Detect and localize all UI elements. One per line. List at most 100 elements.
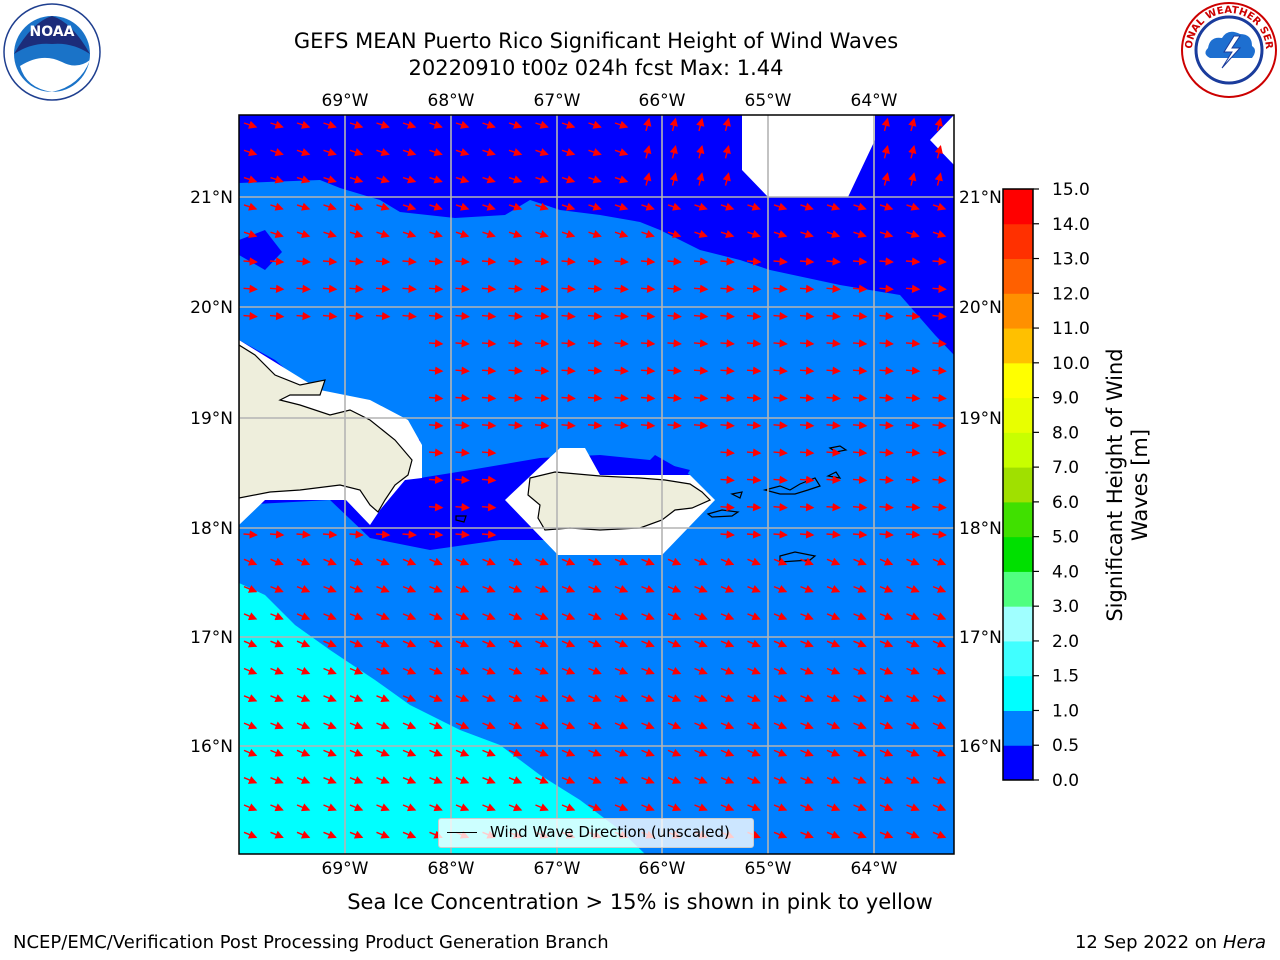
wave-arrow — [482, 748, 496, 757]
wave-arrow — [879, 339, 894, 348]
wave-arrow — [402, 612, 417, 621]
wave-arrow — [481, 530, 497, 539]
wave-arrow — [323, 830, 337, 839]
island-small-2 — [730, 491, 743, 499]
wave-arrow — [932, 202, 947, 211]
wave-arrow — [669, 144, 678, 159]
wave-arrow — [270, 830, 284, 839]
colorbar-segment — [1003, 293, 1033, 329]
wave-arrow — [508, 230, 523, 238]
wave-arrow — [773, 311, 788, 321]
wave-arrow — [429, 612, 443, 621]
wave-arrow — [455, 776, 470, 784]
wave-arrow — [349, 530, 364, 539]
wave-arrow — [481, 257, 497, 266]
wave-arrow — [455, 803, 470, 812]
wave-arrow — [535, 612, 549, 621]
wave-arrow — [773, 257, 788, 266]
wave-arrow — [402, 120, 417, 129]
wave-arrow — [349, 284, 364, 293]
wave-arrow — [826, 585, 841, 593]
wave-arrow — [455, 666, 470, 675]
wave-arrow — [296, 612, 311, 621]
wave-arrow — [455, 475, 470, 485]
wave-arrow — [375, 311, 391, 321]
wave-arrow — [508, 175, 523, 184]
legend-label: Wind Wave Direction (unscaled) — [490, 823, 730, 841]
wave-arrow — [932, 366, 947, 375]
wave-arrow — [773, 502, 788, 512]
wave-arrow — [455, 339, 470, 348]
wave-arrow — [375, 530, 391, 539]
wave-arrow — [934, 172, 943, 186]
wave-arrow — [667, 421, 682, 430]
wave-arrow — [853, 830, 867, 839]
wave-arrow — [508, 311, 523, 321]
lon-label: 64°W — [851, 91, 898, 111]
wave-arrow — [694, 803, 708, 812]
wave-arrow — [853, 585, 867, 593]
wave-arrow — [322, 530, 338, 539]
wave-arrow — [508, 393, 523, 403]
wave-arrow — [694, 557, 708, 566]
wave-arrow — [879, 748, 894, 757]
wave-arrow — [879, 284, 894, 293]
wave-arrow — [296, 284, 311, 293]
wave-arrow — [826, 339, 841, 348]
wave-arrow — [428, 502, 444, 512]
wave-arrow — [722, 117, 731, 132]
colorbar-segment — [1003, 710, 1033, 746]
wave-arrow — [243, 148, 258, 157]
wave-arrow — [508, 284, 523, 293]
wave-arrow — [906, 202, 920, 211]
wave-arrow — [402, 230, 417, 238]
colorbar-tick-label: 9.0 — [1052, 389, 1079, 409]
wave-arrow — [561, 585, 576, 593]
wave-arrow — [428, 339, 444, 348]
wave-arrow — [667, 776, 682, 784]
wave-arrow — [375, 257, 391, 266]
wave-arrow — [667, 311, 682, 321]
colorbar-tick-label: 2.0 — [1052, 632, 1079, 652]
wave-arrow — [694, 230, 708, 238]
wave-arrow — [906, 803, 920, 812]
wave-arrow — [879, 202, 894, 211]
wave-arrow — [587, 393, 603, 403]
wave-arrow — [588, 612, 602, 621]
wave-arrow — [932, 502, 947, 512]
wave-arrow — [296, 666, 311, 675]
wave-arrow — [614, 666, 629, 675]
wave-arrow — [853, 230, 867, 238]
wave-arrow — [323, 639, 337, 648]
wave-arrow — [296, 721, 311, 730]
wave-arrow — [694, 666, 708, 675]
wave-arrow — [243, 776, 258, 784]
wave-arrow — [746, 448, 762, 457]
wave-arrow — [879, 393, 894, 403]
wave-arrow — [826, 748, 841, 757]
wave-arrow — [296, 585, 311, 593]
wave-arrow — [640, 311, 656, 321]
wave-arrow — [429, 721, 443, 730]
wave-arrow — [641, 694, 655, 702]
wave-arrow — [667, 694, 682, 702]
wave-arrow — [270, 748, 284, 757]
wave-arrow — [402, 311, 417, 321]
wave-arrow — [323, 557, 337, 566]
lat-label: 19°N — [959, 409, 1002, 429]
wave-arrow — [773, 776, 788, 784]
wave-arrow — [296, 148, 311, 157]
wave-arrow — [455, 421, 470, 430]
colorbar-segment — [1003, 258, 1033, 294]
wave-arrow — [746, 393, 762, 403]
wave-arrow — [535, 557, 549, 566]
wave-arrow — [694, 721, 708, 730]
wave-arrow — [402, 721, 417, 730]
wave-arrow — [296, 776, 311, 784]
wave-arrow — [720, 284, 735, 293]
wave-arrow — [773, 530, 788, 539]
colorbar-tick-label: 10.0 — [1052, 354, 1090, 374]
wave-arrow — [376, 175, 390, 184]
wave-arrow — [852, 502, 868, 512]
